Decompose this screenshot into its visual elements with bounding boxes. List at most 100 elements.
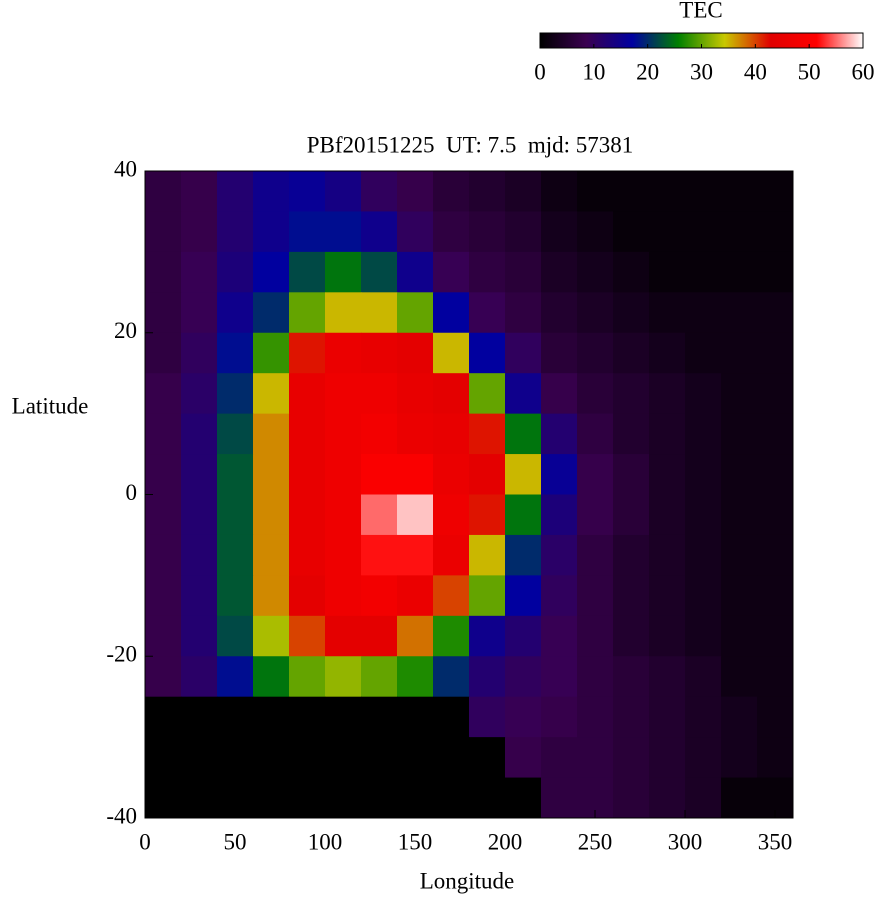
heatmap-cell [541,737,578,779]
heatmap-cell [757,292,794,334]
heatmap-cell [289,171,326,212]
heatmap-cell [577,615,614,657]
x-axis-label: Longitude [420,868,515,893]
x-tick-label: 0 [139,829,151,854]
heatmap-cell [217,332,254,374]
heatmap-cell [505,737,542,779]
heatmap-cell [325,575,362,617]
colorbar-label: TEC [679,0,722,22]
heatmap-cell [757,251,794,293]
heatmap-cell [253,251,290,293]
heatmap-cell [433,777,470,819]
heatmap-cell [649,696,686,738]
heatmap-cell [577,292,614,334]
heatmap-cell [145,413,182,455]
y-tick-label: 0 [126,480,138,505]
heatmap-cell [685,494,722,536]
heatmap-cell [577,737,614,779]
heatmap-cell [721,413,758,455]
heatmap-cell [721,777,758,819]
colorbar-tick-label: 10 [582,59,605,84]
heatmap-cell [325,211,362,253]
heatmap-cell [181,534,218,576]
x-tick-label: 50 [224,829,247,854]
heatmap-cell [253,777,290,819]
heatmap-cell [613,413,650,455]
heatmap-cell [145,575,182,617]
heatmap-cell [505,413,542,455]
heatmap-cell [361,777,398,819]
heatmap-cell [541,615,578,657]
heatmap-cell [541,696,578,738]
heatmap-cell [685,292,722,334]
heatmap-cell [685,656,722,698]
heatmap-cell [577,534,614,576]
heatmap-cell [289,373,326,415]
heatmap-cell [325,737,362,779]
y-tick-label: -40 [106,803,137,828]
heatmap-cell [577,575,614,617]
heatmap-cell [757,413,794,455]
heatmap-cell [433,454,470,495]
heatmap-cell [145,373,182,415]
heatmap-cell [397,494,434,536]
heatmap-cell [217,534,254,576]
heatmap-cell [361,494,398,536]
heatmap-cell [361,292,398,334]
y-tick-label: 40 [114,156,137,181]
heatmap-cell [145,534,182,576]
heatmap-cell [145,615,182,657]
heatmap-cell [145,494,182,536]
heatmap-cell [217,211,254,253]
heatmap-cell [649,171,686,212]
heatmap-cell [721,373,758,415]
heatmap-cell [217,575,254,617]
heatmap-cell [757,696,794,738]
heatmap-cell [505,656,542,698]
heatmap-cell [145,696,182,738]
heatmap-cell [685,534,722,576]
heatmap-cell [649,292,686,334]
heatmap-cell [145,292,182,334]
heatmap-cell [469,373,506,415]
heatmap-cell [433,373,470,415]
heatmap-cell [757,494,794,536]
heatmap-cell [325,171,362,212]
colorbar-tick-label: 20 [636,59,659,84]
heatmap-cell [613,171,650,212]
heatmap-cell [217,413,254,455]
heatmap-cell [433,696,470,738]
heatmap-cell [721,251,758,293]
heatmap-cell [721,615,758,657]
heatmap-cell [433,737,470,779]
heatmap-cell [613,251,650,293]
heatmap-cell [253,211,290,253]
y-axis-label: Latitude [12,393,89,418]
heatmap-cell [397,737,434,779]
heatmap-cell [397,454,434,495]
heatmap-cell [613,373,650,415]
heatmap-cell [325,251,362,293]
heatmap-cell [613,777,650,819]
heatmap-cell [253,413,290,455]
heatmap-cell [181,373,218,415]
heatmap-cell [649,373,686,415]
heatmap-cell [505,292,542,334]
heatmap-cell [469,454,506,495]
heatmap-cell [433,494,470,536]
heatmap-cell [685,737,722,779]
heatmap-cell [613,737,650,779]
heatmap-cell [289,251,326,293]
heatmap-cell [685,696,722,738]
heatmap-cell [217,696,254,738]
heatmap-cell [361,454,398,495]
heatmap-cell [433,656,470,698]
x-tick-label: 150 [398,829,433,854]
heatmap-cell [181,211,218,253]
heatmap-cell [505,454,542,495]
heatmap-cell [541,292,578,334]
heatmap-cell [577,332,614,374]
heatmap-cell [145,454,182,495]
heatmap-cell [613,292,650,334]
